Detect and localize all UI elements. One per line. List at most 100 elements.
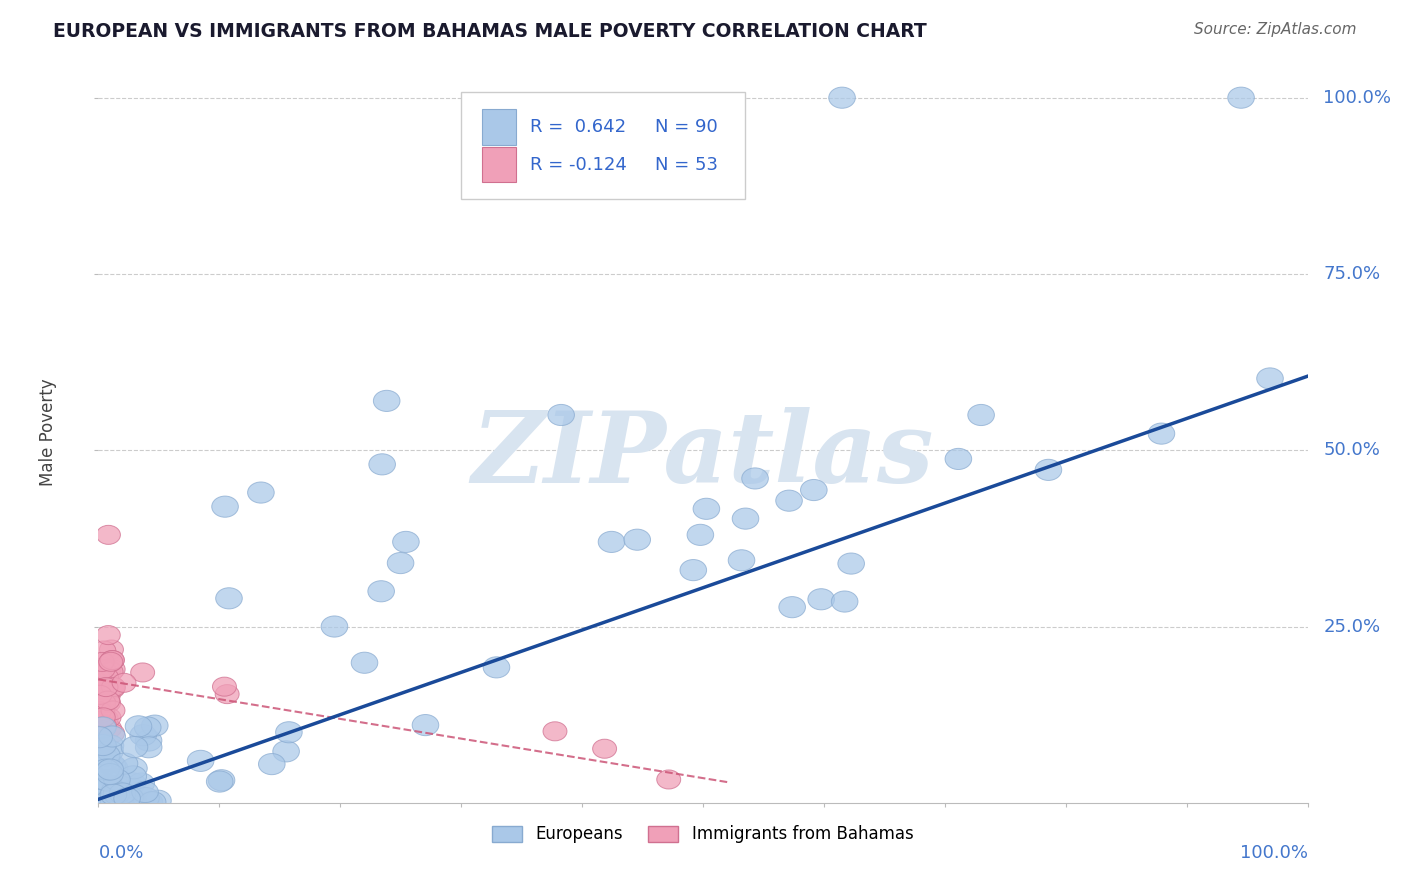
Ellipse shape [98,652,122,672]
Ellipse shape [97,719,121,738]
Ellipse shape [838,553,865,574]
Ellipse shape [111,785,138,806]
Ellipse shape [142,715,169,736]
Ellipse shape [387,552,413,574]
Ellipse shape [135,737,162,758]
Ellipse shape [103,776,129,797]
Ellipse shape [139,791,166,813]
Ellipse shape [728,549,755,571]
Ellipse shape [97,708,121,727]
Ellipse shape [368,454,395,475]
Ellipse shape [111,781,138,803]
Ellipse shape [733,508,759,529]
Ellipse shape [125,715,152,737]
Ellipse shape [352,652,378,673]
Ellipse shape [87,702,111,721]
Ellipse shape [412,714,439,736]
Ellipse shape [100,784,127,805]
Ellipse shape [94,791,121,813]
Text: Source: ZipAtlas.com: Source: ZipAtlas.com [1194,22,1357,37]
Ellipse shape [145,790,172,811]
Ellipse shape [98,653,122,672]
Ellipse shape [247,482,274,503]
Ellipse shape [89,685,112,705]
Ellipse shape [215,685,239,704]
Ellipse shape [128,773,155,794]
Ellipse shape [945,449,972,469]
Ellipse shape [800,480,827,500]
Ellipse shape [117,787,143,808]
Ellipse shape [94,668,118,687]
Ellipse shape [91,681,115,700]
Ellipse shape [101,660,125,679]
Ellipse shape [100,791,127,813]
Ellipse shape [1035,459,1062,481]
Ellipse shape [93,770,120,791]
Ellipse shape [97,660,121,679]
Ellipse shape [742,468,768,489]
Ellipse shape [114,788,141,809]
Text: ZIPatlas: ZIPatlas [472,407,934,503]
Text: EUROPEAN VS IMMIGRANTS FROM BAHAMAS MALE POVERTY CORRELATION CHART: EUROPEAN VS IMMIGRANTS FROM BAHAMAS MALE… [53,22,927,41]
Ellipse shape [86,727,112,747]
Ellipse shape [121,757,148,779]
Ellipse shape [967,404,994,425]
Text: 25.0%: 25.0% [1323,617,1381,635]
Ellipse shape [93,716,117,735]
Ellipse shape [132,781,159,803]
Ellipse shape [87,692,111,711]
Ellipse shape [100,650,124,670]
Ellipse shape [831,591,858,612]
Legend: Europeans, Immigrants from Bahamas: Europeans, Immigrants from Bahamas [486,819,920,850]
Ellipse shape [108,785,135,806]
Ellipse shape [87,667,111,686]
Ellipse shape [101,678,125,697]
Text: R =  0.642: R = 0.642 [530,118,626,136]
Text: R = -0.124: R = -0.124 [530,155,627,174]
Text: 0.0%: 0.0% [98,844,143,862]
Ellipse shape [87,665,111,684]
Ellipse shape [111,753,138,774]
Ellipse shape [94,678,118,697]
Ellipse shape [101,701,125,720]
Ellipse shape [208,770,235,791]
Ellipse shape [112,673,136,692]
Ellipse shape [90,652,114,672]
Ellipse shape [91,693,115,713]
Text: 100.0%: 100.0% [1240,844,1308,862]
Text: N = 53: N = 53 [655,155,717,174]
Ellipse shape [259,754,285,774]
Ellipse shape [100,640,124,659]
Ellipse shape [1227,87,1254,108]
Ellipse shape [91,703,115,723]
Ellipse shape [100,677,124,696]
Ellipse shape [87,666,111,685]
Ellipse shape [98,662,124,681]
Ellipse shape [392,532,419,552]
Ellipse shape [484,657,510,678]
Ellipse shape [93,737,117,756]
Ellipse shape [215,588,242,609]
FancyBboxPatch shape [461,92,745,200]
Ellipse shape [97,735,124,756]
Ellipse shape [212,677,236,696]
Ellipse shape [681,559,707,581]
Ellipse shape [87,677,111,697]
Ellipse shape [135,730,162,751]
FancyBboxPatch shape [482,109,516,145]
Ellipse shape [207,771,233,792]
Ellipse shape [120,772,146,794]
Ellipse shape [93,745,120,765]
Ellipse shape [87,665,111,685]
Ellipse shape [89,705,112,724]
Ellipse shape [657,770,681,789]
Ellipse shape [624,529,651,550]
Ellipse shape [776,490,803,511]
Ellipse shape [87,789,114,811]
Ellipse shape [688,524,714,545]
FancyBboxPatch shape [482,147,516,182]
Ellipse shape [131,663,155,682]
Ellipse shape [90,717,117,738]
Ellipse shape [86,757,112,779]
Ellipse shape [548,404,575,425]
